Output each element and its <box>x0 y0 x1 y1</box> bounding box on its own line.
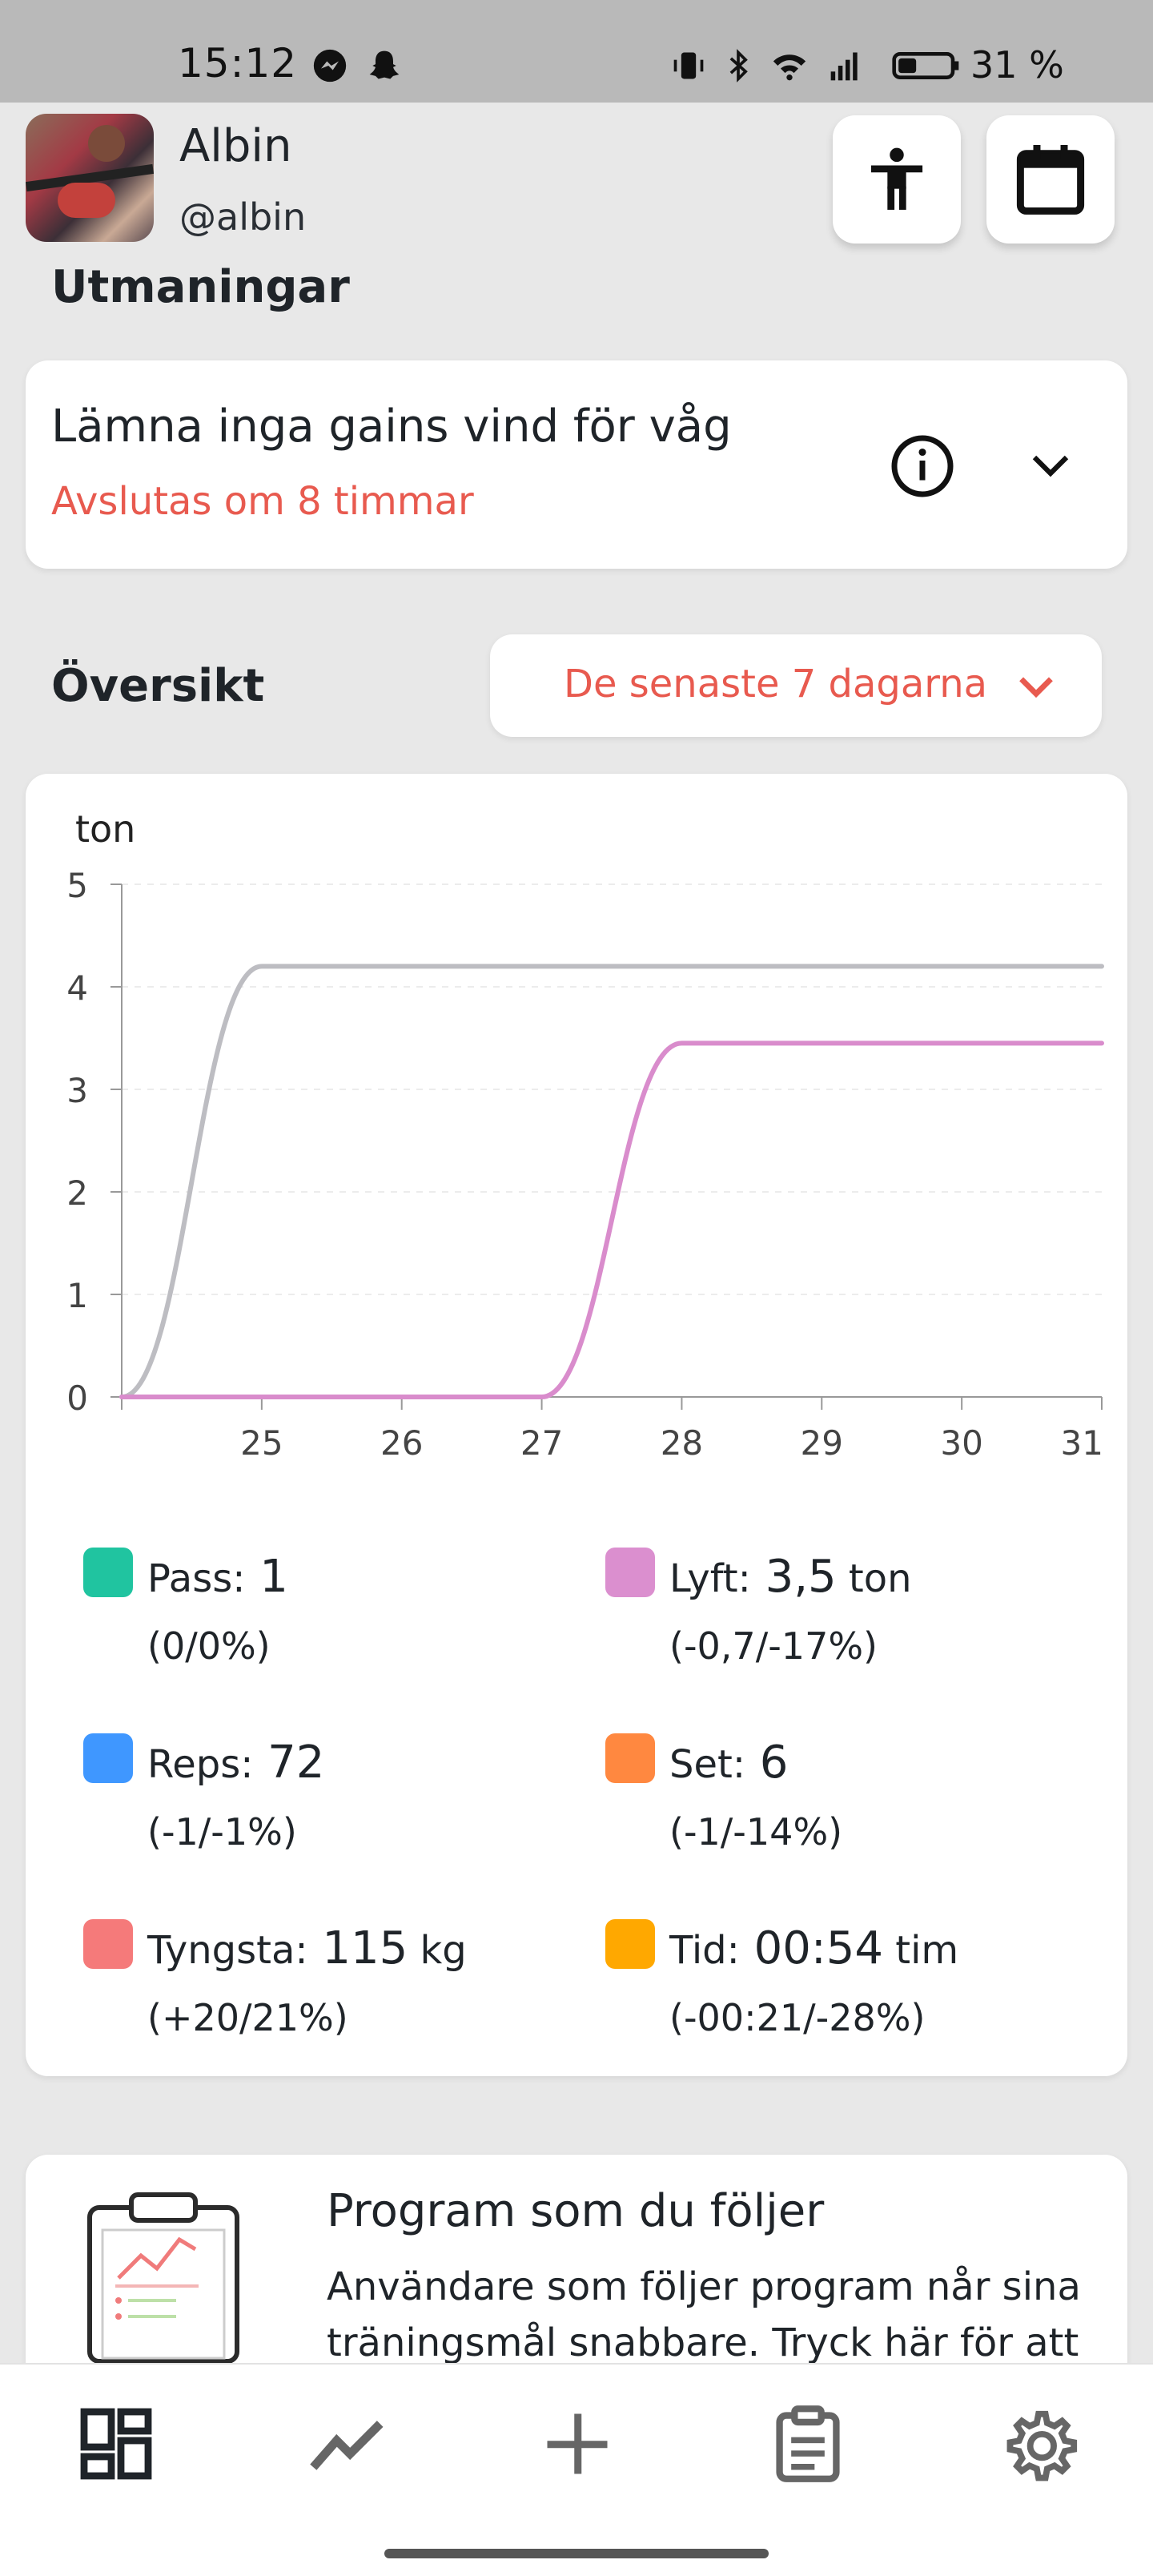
chevron-down-icon[interactable] <box>1026 445 1075 485</box>
stat-swatch <box>83 1733 133 1783</box>
stat-label: Pass: 1 <box>147 1551 288 1603</box>
x-tick-label: 29 <box>801 1423 843 1463</box>
home-indicator <box>384 2549 769 2558</box>
stat-delta: (-0,7/-17%) <box>669 1624 878 1668</box>
stat-delta: (-1/-14%) <box>669 1810 843 1854</box>
x-tick-label: 26 <box>380 1423 423 1463</box>
stat-value: 3,5 <box>750 1551 837 1603</box>
stat-delta: (0/0%) <box>147 1624 271 1668</box>
stat-delta: (-1/-1%) <box>147 1810 297 1854</box>
challenge-card[interactable] <box>26 360 1127 569</box>
stat-name: Set: <box>669 1742 745 1787</box>
profile-name: Albin <box>179 120 292 172</box>
program-description: Användare som följer program når sina tr… <box>327 2264 1081 2365</box>
stat-delta: (-00:21/-28%) <box>669 1996 926 2039</box>
stat-swatch <box>605 1919 655 1969</box>
calendar-icon <box>1016 145 1085 215</box>
stat-name: Pass: <box>147 1556 246 1601</box>
overview-title: Översikt <box>51 660 265 712</box>
stat-swatch <box>83 1548 133 1597</box>
challenges-title: Utmaningar <box>51 261 350 313</box>
y-tick-label: 1 <box>66 1276 88 1315</box>
clipboard-icon <box>776 2405 840 2482</box>
y-tick-label: 4 <box>66 968 88 1008</box>
battery-icon <box>892 52 959 79</box>
nav-trend[interactable] <box>303 2400 391 2488</box>
stat-name: Reps: <box>147 1742 254 1787</box>
nav-add[interactable] <box>533 2400 621 2488</box>
stat-value: 72 <box>253 1737 325 1789</box>
stat-delta: (+20/21%) <box>147 1996 348 2039</box>
vibrate-icon <box>673 52 704 79</box>
x-tick-label: 30 <box>940 1423 982 1463</box>
x-tick-label: 25 <box>240 1423 283 1463</box>
y-axis-label: ton <box>75 807 136 851</box>
avatar[interactable] <box>26 114 154 242</box>
stat-value: 00:54 <box>739 1922 884 1974</box>
messenger-icon <box>313 49 347 83</box>
stat-name: Lyft: <box>669 1556 751 1601</box>
stat-name: Tid: <box>669 1928 740 1973</box>
stat-label: Set: 6 <box>669 1737 788 1789</box>
trend-icon <box>310 2421 384 2470</box>
signal-icon <box>830 52 858 81</box>
profile-handle: @albin <box>179 195 307 239</box>
plus-icon <box>547 2413 608 2474</box>
x-tick-label: 31 <box>1061 1423 1103 1463</box>
stat-unit: tim <box>883 1928 959 1973</box>
wifi-icon <box>773 54 806 81</box>
x-tick-label: 27 <box>520 1423 563 1463</box>
stat-name: Tyngsta: <box>147 1928 308 1973</box>
stat-swatch <box>605 1733 655 1783</box>
period-dropdown-label: De senaste 7 dagarna <box>564 662 988 706</box>
battery-percent: 31 % <box>970 43 1064 87</box>
stat-unit: kg <box>408 1928 467 1973</box>
person-icon <box>870 147 923 210</box>
stat-label: Tyngsta: 115 kg <box>147 1922 467 1974</box>
info-icon[interactable] <box>889 433 956 500</box>
gear-icon <box>1006 2410 1078 2481</box>
status-time: 15:12 <box>178 40 298 87</box>
program-title: Program som du följer <box>327 2185 825 2237</box>
lift-chart: 5 4 3 2 1 0 25 26 27 28 29 30 31 <box>66 866 1104 1463</box>
series-line-2 <box>119 1040 1104 1399</box>
challenge-title: Lämna inga gains vind för våg <box>51 400 732 453</box>
stat-label: Lyft: 3,5 ton <box>669 1551 912 1603</box>
stat-value: 6 <box>745 1737 789 1789</box>
chevron-down-icon <box>1019 677 1053 698</box>
status-bar: 15:12 31 % <box>0 0 1153 103</box>
stat-swatch <box>605 1548 655 1597</box>
stat-value: 115 <box>307 1922 408 1974</box>
stat-value: 1 <box>245 1551 288 1603</box>
period-dropdown[interactable]: De senaste 7 dagarna <box>490 634 1102 737</box>
stat-label: Reps: 72 <box>147 1737 324 1789</box>
challenge-deadline: Avslutas om 8 timmar <box>51 479 474 524</box>
stat-swatch <box>83 1919 133 1969</box>
nav-settings[interactable] <box>994 2400 1083 2488</box>
overview-card <box>26 774 1127 2076</box>
series-line-1 <box>119 964 1104 1399</box>
y-tick-label: 3 <box>66 1071 88 1110</box>
dashboard-icon <box>80 2408 152 2480</box>
body-button[interactable] <box>833 115 961 244</box>
clipboard-chart-icon <box>87 2192 239 2363</box>
y-tick-label: 2 <box>66 1173 88 1213</box>
y-tick-label: 0 <box>66 1379 88 1418</box>
nav-dashboard[interactable] <box>72 2400 160 2488</box>
nav-programs[interactable] <box>764 2400 852 2488</box>
bottom-nav <box>0 2363 1153 2576</box>
x-tick-label: 28 <box>661 1423 703 1463</box>
snapchat-icon <box>369 50 400 79</box>
bluetooth-icon <box>729 49 748 83</box>
calendar-button[interactable] <box>986 115 1115 244</box>
stat-label: Tid: 00:54 tim <box>669 1922 958 1974</box>
y-tick-label: 5 <box>66 866 88 905</box>
stat-unit: ton <box>836 1556 912 1601</box>
